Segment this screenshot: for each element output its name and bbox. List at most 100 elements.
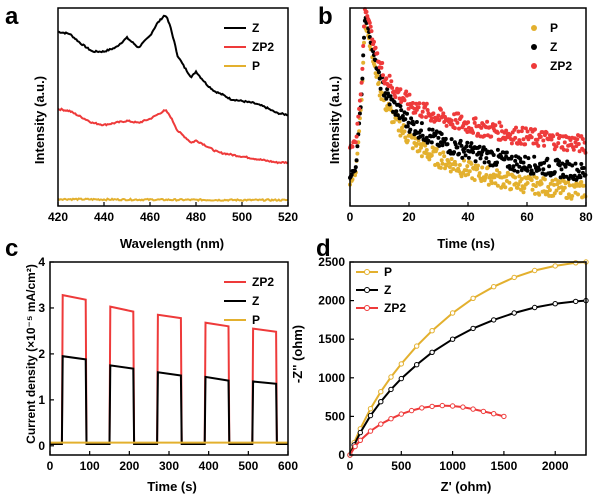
y-tick-label-d: 1000 xyxy=(318,371,345,385)
data-point-Z xyxy=(414,362,420,368)
data-point xyxy=(523,126,528,131)
data-point xyxy=(449,137,454,142)
data-point xyxy=(563,164,568,169)
data-point-P xyxy=(388,374,394,380)
panel-label-c: c xyxy=(5,235,18,262)
data-point xyxy=(443,136,448,141)
data-point-ZP2 xyxy=(480,408,487,415)
data-point xyxy=(546,184,551,189)
x-axis-title-b: Time (ns) xyxy=(437,236,495,251)
data-point xyxy=(359,80,364,85)
data-point xyxy=(562,140,567,145)
data-point xyxy=(542,160,547,165)
series-line-Z xyxy=(349,299,587,456)
x-tick-label-a: 480 xyxy=(186,210,206,224)
data-point xyxy=(565,148,570,153)
data-point xyxy=(416,105,421,110)
data-point xyxy=(566,176,571,181)
data-point xyxy=(558,175,563,180)
data-point xyxy=(573,161,578,166)
legend-marker-Z xyxy=(531,44,537,50)
data-point xyxy=(542,177,547,182)
data-point xyxy=(581,183,586,188)
chart-c: 0 100 200 300 400 500 600 0 1 2 3 4 ZP2 ZP xyxy=(38,255,298,473)
x-axis-title-d: Z' (ohm) xyxy=(441,479,492,494)
data-point xyxy=(466,155,471,160)
data-point xyxy=(517,174,522,179)
data-point xyxy=(419,128,423,133)
data-point xyxy=(578,175,583,180)
data-point xyxy=(420,109,425,114)
data-point xyxy=(565,196,570,200)
data-point xyxy=(579,162,584,166)
data-point xyxy=(353,168,357,173)
data-point xyxy=(473,159,478,164)
data-point xyxy=(468,144,473,149)
data-point xyxy=(437,143,442,148)
data-point xyxy=(424,101,429,106)
data-point-P xyxy=(398,361,404,367)
data-point-ZP2 xyxy=(460,404,466,410)
x-tick-label-d: 2000 xyxy=(542,459,569,473)
x-tick-label-c: 400 xyxy=(199,459,219,473)
data-point xyxy=(495,160,499,165)
data-point-ZP2 xyxy=(408,407,415,414)
legend-c: ZP2 ZP xyxy=(224,275,274,327)
data-point xyxy=(525,181,530,185)
data-point xyxy=(511,164,516,169)
data-point xyxy=(408,127,413,132)
data-point xyxy=(419,114,424,119)
data-point xyxy=(504,128,509,133)
data-point xyxy=(567,183,572,188)
data-point-Z xyxy=(511,310,517,316)
data-point xyxy=(367,35,372,39)
data-point xyxy=(402,129,407,134)
data-point xyxy=(554,188,559,193)
data-point xyxy=(545,156,550,161)
data-point xyxy=(522,186,527,191)
data-point-P xyxy=(378,389,384,395)
x-tick-label-a: 460 xyxy=(140,210,160,224)
data-point xyxy=(456,111,461,116)
data-point xyxy=(438,140,443,145)
data-point xyxy=(540,130,545,135)
data-point xyxy=(463,153,468,158)
data-point xyxy=(495,147,500,152)
legend-marker-P xyxy=(531,25,537,31)
data-point xyxy=(355,121,360,126)
data-point-ZP2 xyxy=(352,443,358,450)
data-point xyxy=(513,158,518,163)
plot-area-b xyxy=(348,7,588,201)
data-point-Z xyxy=(388,386,394,393)
data-point xyxy=(517,164,522,169)
data-point xyxy=(410,101,415,105)
data-point xyxy=(391,109,395,114)
data-point xyxy=(476,163,480,168)
y-tick-label-d: 2500 xyxy=(318,255,345,269)
data-point xyxy=(453,162,458,167)
data-point-ZP2 xyxy=(470,406,476,412)
data-point xyxy=(465,164,470,169)
data-point xyxy=(414,141,419,146)
data-point xyxy=(483,176,488,180)
data-point xyxy=(419,154,424,159)
data-point xyxy=(457,163,462,167)
data-point xyxy=(357,129,362,134)
data-point xyxy=(372,39,376,44)
data-point xyxy=(355,144,360,149)
data-point xyxy=(427,157,432,162)
data-point xyxy=(493,123,498,128)
data-point xyxy=(405,124,410,129)
data-point xyxy=(528,164,533,169)
data-point-P xyxy=(429,328,435,334)
y-axis-title-d: -Z'' (ohm) xyxy=(290,325,305,383)
data-point xyxy=(537,192,542,197)
data-point xyxy=(361,60,366,65)
data-point xyxy=(391,120,396,124)
data-point xyxy=(397,119,402,124)
data-point xyxy=(410,146,415,151)
legend-d: PZ ZP2 xyxy=(356,265,406,315)
data-point xyxy=(457,151,461,156)
series-line-Z xyxy=(50,355,288,445)
data-point-P xyxy=(552,263,558,269)
